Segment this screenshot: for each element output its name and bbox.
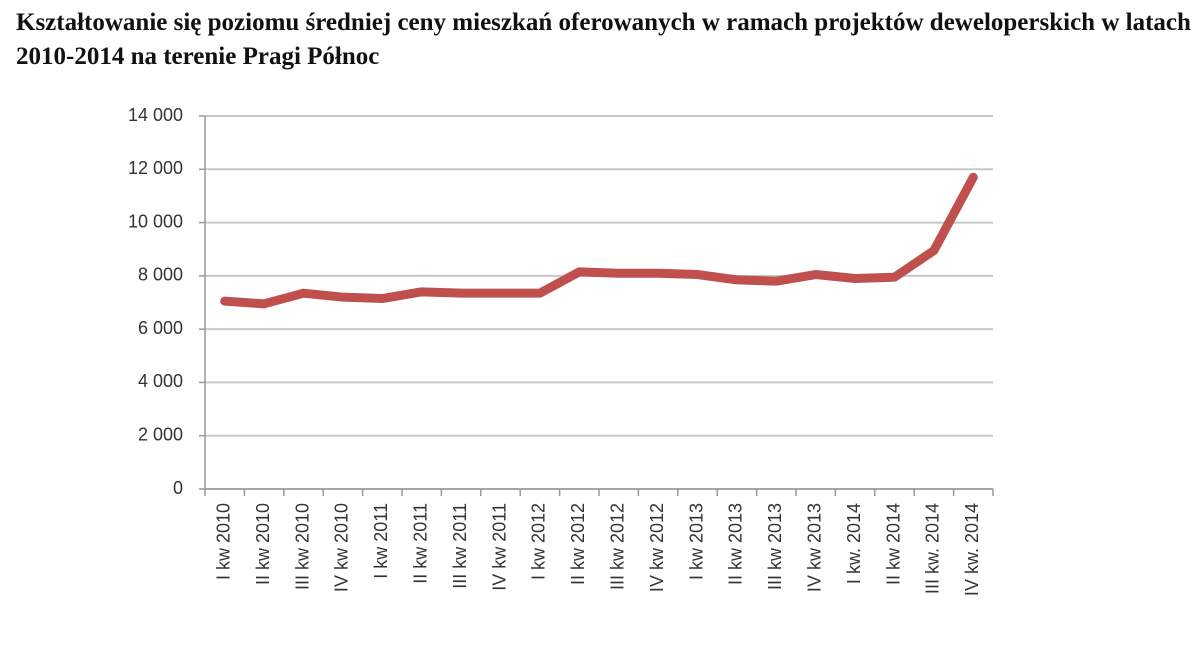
x-tick-label: II kw 2013 — [726, 503, 746, 585]
y-tick-label: 8 000 — [138, 265, 183, 285]
x-tick-label: III kw 2010 — [292, 503, 312, 590]
x-tick-label: I kw 2011 — [371, 503, 391, 579]
y-tick-label: 6 000 — [138, 318, 183, 338]
series-line — [220, 172, 978, 309]
x-tick-label: III kw. 2014 — [923, 503, 943, 594]
x-tick-label: IV kw 2012 — [647, 503, 667, 592]
x-tick-label: I kw 2013 — [686, 503, 706, 580]
x-tick-label: III kw 2011 — [450, 503, 470, 589]
x-tick-label: II kw 2010 — [253, 503, 273, 585]
y-tick-label: 2 000 — [138, 424, 183, 444]
y-tick-label: 0 — [173, 478, 183, 498]
x-tick-label: III kw 2012 — [607, 503, 627, 590]
x-tick-label: IV kw 2010 — [332, 503, 352, 592]
x-tick-label: IV kw 2011 — [489, 503, 509, 591]
chart-title: Kształtowanie się poziomu średniej ceny … — [16, 9, 1191, 70]
y-tick-label: 12 000 — [128, 158, 183, 178]
x-tick-label: I kw 2012 — [529, 503, 549, 580]
y-tick-label: 10 000 — [128, 211, 183, 231]
x-tick-label: IV kw 2013 — [804, 503, 824, 592]
x-tick-label: III kw 2013 — [765, 503, 785, 590]
x-tick-label: I kw 2010 — [213, 503, 233, 580]
y-tick-label: 14 000 — [128, 105, 183, 125]
x-tick-label: II kw 2014 — [883, 503, 903, 585]
x-tick-label: IV kw. 2014 — [962, 503, 982, 596]
x-tick-label: II kw 2011 — [410, 503, 430, 584]
y-tick-label: 4 000 — [138, 371, 183, 391]
x-tick-label: I kw. 2014 — [844, 503, 864, 584]
x-tick-label: II kw 2012 — [568, 503, 588, 585]
